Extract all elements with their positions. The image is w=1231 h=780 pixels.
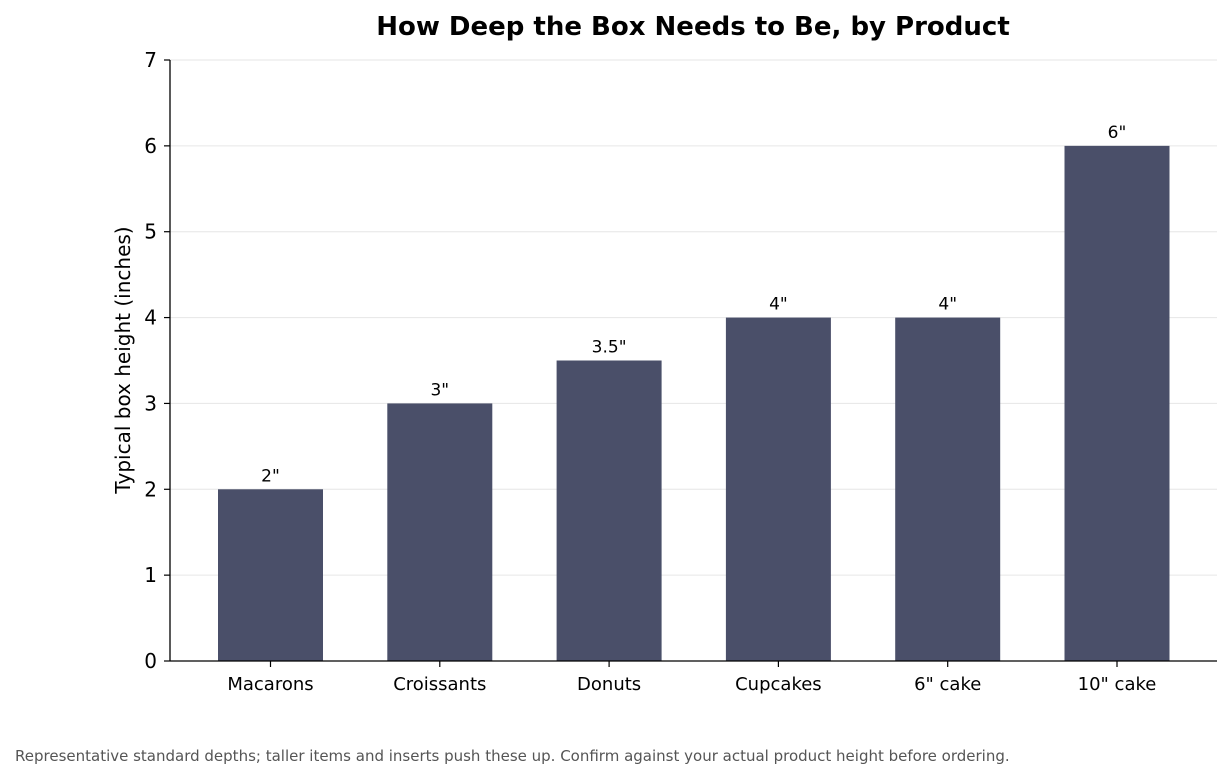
y-tick-label: 2 bbox=[144, 477, 157, 501]
bar bbox=[556, 360, 662, 661]
x-tick-label: Croissants bbox=[393, 674, 486, 695]
chart-title: How Deep the Box Needs to Be, by Product bbox=[376, 12, 1010, 42]
y-tick-label: 4 bbox=[144, 306, 157, 330]
x-axis-ticks: Macarons Croissants Donuts Cupcakes 6" cake 1… bbox=[227, 661, 1156, 695]
x-tick-label: Macarons bbox=[227, 674, 313, 695]
data-labels: 2" 3" 3.5" 4" 4" 6" bbox=[261, 123, 1126, 486]
y-tick-label: 0 bbox=[144, 649, 157, 673]
y-tick-label: 5 bbox=[144, 220, 157, 244]
x-tick-label: 10" cake bbox=[1078, 674, 1157, 695]
bar-value-label: 4" bbox=[769, 295, 788, 315]
x-tick-label: Donuts bbox=[577, 674, 641, 695]
axes bbox=[169, 60, 1217, 662]
y-tick-label: 1 bbox=[144, 563, 157, 587]
bar bbox=[725, 317, 831, 661]
bars bbox=[218, 145, 1170, 661]
grid-lines bbox=[170, 59, 1217, 576]
y-axis-label: Typical box height (inches) bbox=[111, 226, 135, 494]
y-axis-ticks: 0 1 2 3 4 5 6 7 bbox=[144, 48, 170, 673]
bar-value-label: 6" bbox=[1108, 123, 1127, 143]
bar-value-label: 4" bbox=[938, 295, 957, 315]
bar bbox=[895, 317, 1001, 661]
footnote: Representative standard depths; taller i… bbox=[15, 747, 1010, 765]
bar bbox=[218, 489, 323, 661]
bar bbox=[387, 403, 493, 661]
bar-value-label: 2" bbox=[261, 466, 280, 486]
bar-value-label: 3.5" bbox=[592, 338, 627, 358]
y-tick-label: 6 bbox=[144, 134, 157, 158]
bar-value-label: 3" bbox=[430, 380, 449, 400]
y-tick-label: 7 bbox=[144, 48, 157, 72]
x-tick-label: Cupcakes bbox=[735, 674, 822, 695]
y-tick-label: 3 bbox=[144, 391, 157, 415]
x-tick-label: 6" cake bbox=[914, 674, 981, 695]
bar bbox=[1064, 145, 1170, 661]
